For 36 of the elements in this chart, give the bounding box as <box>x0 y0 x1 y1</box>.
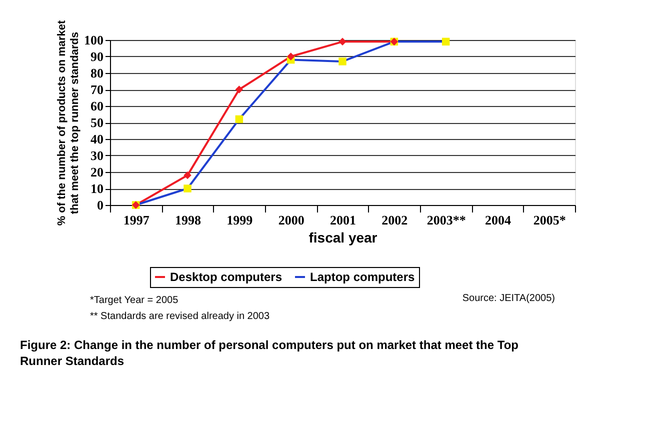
x-tick-label: 1999 <box>226 212 254 228</box>
x-tick-label: 2004 <box>485 212 512 228</box>
x-tick-label: 2005* <box>533 212 566 228</box>
x-tick-label: 2002 <box>382 212 408 228</box>
x-tick-label: 1997 <box>123 212 150 228</box>
y-tick-label: 80 <box>90 66 104 80</box>
text: ** Standards are revised already in 2003 <box>90 311 270 322</box>
point <box>235 115 244 124</box>
x-tick-label: 1998 <box>175 212 202 228</box>
text: *Target Year = 2005 <box>90 295 179 306</box>
y-tick-label: 10 <box>90 181 104 196</box>
point <box>184 171 192 180</box>
x-tick-label: 2000 <box>278 212 304 228</box>
legend-label: Desktop computers <box>170 270 282 284</box>
y-tick-label: 100 <box>84 32 104 48</box>
y-tick-label: 40 <box>90 132 104 146</box>
point <box>286 52 295 60</box>
y-axis-title: % of the number of products on market that meet the top runner standards <box>56 20 81 226</box>
y-tick-label: 50 <box>90 115 104 130</box>
y-tick-label: 60 <box>90 98 104 114</box>
point <box>442 38 450 46</box>
y-tick-label: 70 <box>90 82 104 97</box>
caption: Figure 2: Change in the number of personal computers put on market that meet the Top Runner Standards <box>20 338 518 368</box>
x-axis-title: fiscal year <box>308 230 378 246</box>
legend-label: Laptop computers <box>310 270 415 284</box>
y-tick-label: 30 <box>90 148 104 163</box>
y-tick-label: 0 <box>97 198 104 212</box>
x-tick-label: 2001 <box>330 212 356 228</box>
source-note: Source: JEITA(2005) <box>462 293 555 304</box>
y-tick-label: 20 <box>90 164 104 180</box>
point <box>184 184 192 192</box>
point <box>338 38 346 46</box>
y-tick-label: 90 <box>90 49 104 64</box>
point <box>235 86 244 94</box>
x-tick-label: 2003** <box>426 212 466 228</box>
point <box>338 58 346 66</box>
